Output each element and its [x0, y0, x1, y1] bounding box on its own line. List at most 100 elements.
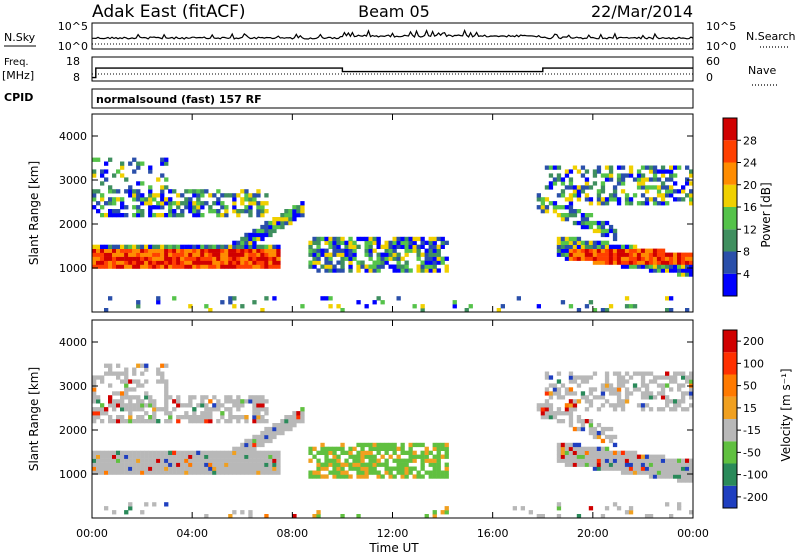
echo-cell	[216, 209, 221, 214]
echo-cell	[148, 419, 153, 424]
echo-cell	[200, 411, 205, 416]
echo-cell	[236, 248, 241, 253]
echo-cell	[212, 248, 217, 253]
echo-cell	[244, 209, 249, 214]
echo-cell	[572, 379, 578, 384]
echo-cell	[212, 264, 217, 269]
echo-cell	[212, 470, 217, 475]
echo-cell	[324, 248, 329, 253]
echo-cell	[644, 514, 650, 518]
echo-cell	[292, 217, 297, 222]
echo-cell	[288, 423, 293, 428]
echo-cell	[580, 165, 586, 170]
echo-cell	[160, 185, 165, 190]
echo-cell	[172, 213, 177, 218]
echo-cell	[172, 470, 177, 475]
echo-cell	[216, 264, 221, 269]
echo-cell	[120, 173, 125, 178]
echo-cell	[360, 264, 365, 269]
echo-cell	[208, 462, 213, 467]
echo-cell	[564, 244, 570, 249]
echo-cell	[312, 260, 317, 265]
echo-cell	[624, 304, 630, 309]
echo-cell	[272, 426, 277, 432]
echo-cell	[632, 177, 638, 182]
echo-cell	[216, 419, 221, 424]
echo-cell	[644, 462, 650, 467]
echo-cell	[364, 304, 369, 309]
echo-cell	[669, 256, 674, 261]
echo-cell	[384, 260, 389, 265]
colorbar-swatch	[723, 162, 737, 185]
cpid-panel-frame	[91, 88, 694, 109]
echo-cell	[240, 466, 245, 471]
echo-cell	[160, 462, 165, 467]
echo-cell	[404, 450, 409, 455]
echo-cell	[260, 407, 265, 412]
echo-cell	[152, 411, 157, 416]
echo-cell	[568, 446, 574, 451]
echo-cell	[104, 363, 109, 368]
echo-cell	[452, 304, 457, 309]
echo-cell	[689, 387, 693, 392]
echo-cell	[604, 426, 610, 432]
echo-cell	[624, 379, 630, 384]
echo-cell	[572, 236, 578, 242]
echo-cell	[216, 403, 221, 408]
echo-cell	[140, 209, 145, 214]
echo-cell	[572, 213, 578, 218]
velocity-heatmap	[92, 363, 693, 518]
echo-cell	[268, 264, 273, 269]
echo-cell	[132, 371, 137, 376]
echo-cell	[665, 252, 670, 257]
echo-cell	[336, 470, 341, 475]
echo-cell	[344, 252, 349, 257]
echo-cell	[400, 268, 405, 273]
echo-cell	[276, 462, 281, 467]
echo-cell	[620, 462, 626, 467]
echo-cell	[96, 399, 101, 404]
echo-cell	[660, 248, 666, 253]
echo-cell	[188, 201, 193, 206]
echo-cell	[644, 201, 650, 206]
echo-cell	[628, 260, 634, 265]
echo-cell	[644, 260, 650, 265]
echo-cell	[673, 189, 678, 194]
echo-cell	[600, 248, 606, 253]
echo-cell	[136, 419, 141, 424]
echo-cell	[244, 193, 249, 198]
echo-cell	[92, 407, 97, 412]
echo-cell	[628, 165, 634, 170]
echo-cell	[640, 181, 646, 186]
echo-cell	[300, 209, 305, 214]
echo-cell	[192, 260, 197, 265]
echo-cell	[212, 252, 217, 257]
echo-cell	[436, 268, 441, 273]
echo-cell	[332, 466, 337, 471]
echo-cell	[192, 395, 197, 400]
echo-cell	[92, 391, 97, 396]
echo-cell	[624, 264, 630, 269]
echo-cell	[364, 466, 369, 471]
echo-cell	[268, 224, 273, 230]
echo-cell	[200, 470, 205, 475]
echo-cell	[128, 256, 133, 261]
echo-cell	[556, 177, 562, 182]
echo-cell	[372, 442, 377, 448]
echo-cell	[380, 264, 385, 269]
echo-cell	[312, 454, 317, 459]
echo-cell	[340, 514, 345, 518]
echo-cell	[216, 244, 221, 249]
echo-cell	[92, 375, 97, 380]
echo-cell	[596, 395, 602, 400]
echo-cell	[665, 375, 670, 380]
echo-cell	[204, 189, 209, 194]
echo-cell	[212, 454, 217, 459]
echo-cell	[616, 387, 622, 392]
echo-cell	[332, 462, 337, 467]
echo-cell	[632, 248, 638, 253]
echo-cell	[556, 419, 562, 424]
echo-cell	[156, 371, 161, 376]
echo-cell	[576, 419, 582, 424]
echo-cell	[272, 466, 277, 471]
